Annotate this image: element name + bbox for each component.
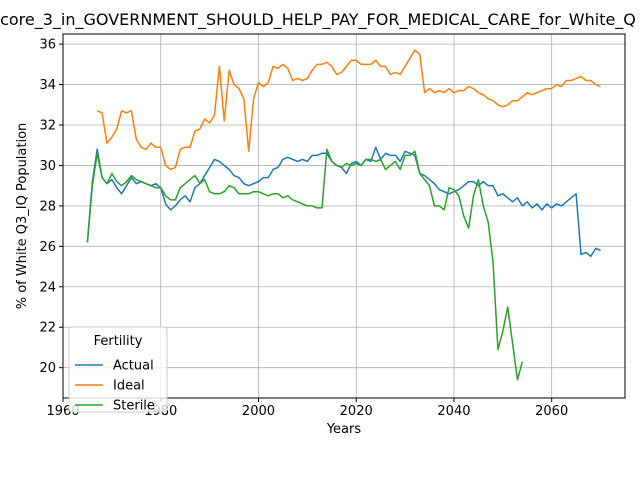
y-tick-label: 20 [39,361,56,376]
y-tick-label: 28 [39,199,56,214]
y-axis-label: % of White Q3_IQ Population [15,123,30,310]
series-lines [86,49,601,381]
series-line-ideal [96,49,601,171]
chart-title: core_3_in_GOVERNMENT_SHOULD_HELP_PAY_FOR… [0,10,636,30]
series-line-actual [86,146,601,258]
series-line-sterile [86,148,524,381]
x-tick-label: 2000 [242,404,275,419]
x-tick-label: 2020 [340,404,373,419]
y-tick-label: 26 [39,240,56,255]
legend-box [68,326,168,413]
plot-area-frame [62,33,626,399]
x-axis-label: Years [326,422,362,437]
legend-entries: Actual Ideal Sterile [75,359,155,414]
y-tick-label: 32 [39,119,56,134]
legend-label-sterile: Sterile [113,399,155,414]
legend-title: Fertility [94,334,143,349]
legend-label-actual: Actual [113,359,154,374]
y-tick-label: 30 [39,159,56,174]
y-tick-label: 24 [39,280,56,295]
y-tick-label: 34 [39,78,56,93]
legend: Fertility Actual Ideal Sterile [68,326,168,414]
legend-label-ideal: Ideal [113,379,145,394]
x-tick-label: 2060 [535,404,568,419]
x-tick-label: 2040 [437,404,470,419]
y-axis-ticks: 20 22 24 26 28 30 32 34 36 [39,38,63,376]
y-tick-label: 22 [39,321,56,336]
y-tick-label: 36 [39,38,56,53]
grid-lines [62,34,625,398]
